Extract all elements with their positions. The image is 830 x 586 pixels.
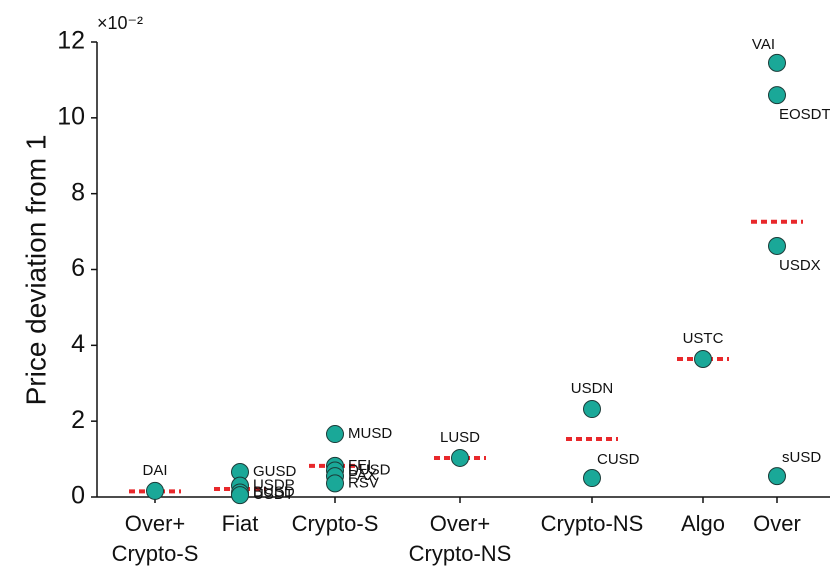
data-point — [326, 425, 344, 444]
y-tick-label: 2 — [71, 406, 85, 434]
data-point — [583, 469, 601, 488]
point-label: USDP — [253, 477, 295, 494]
point-label: RSV — [348, 474, 379, 491]
data-point — [768, 467, 786, 486]
x-tick-label: Over+ Crypto-NS — [409, 511, 512, 566]
data-point — [768, 86, 786, 105]
data-point — [768, 53, 786, 72]
point-label: DUSD — [348, 461, 391, 478]
point-label: VAI — [752, 36, 775, 53]
x-tick-label: Crypto-NS — [541, 511, 644, 536]
point-label: USDX — [779, 257, 821, 274]
x-tick-label: Crypto-S — [292, 511, 379, 536]
point-label: GUSD — [253, 463, 297, 480]
data-point — [146, 481, 164, 500]
y-tick-label: 10 — [57, 102, 85, 130]
point-label: sUSD — [782, 449, 821, 466]
data-point — [231, 486, 249, 505]
point-label: CUSD — [597, 451, 640, 468]
point-label: LUSD — [440, 429, 480, 446]
data-point — [768, 236, 786, 255]
y-tick-label: 8 — [71, 178, 85, 206]
point-label: DAI — [142, 462, 167, 479]
point-label: PAX — [348, 467, 377, 484]
point-label: USTC — [683, 330, 724, 347]
point-label: USDT — [253, 486, 294, 503]
x-tick-label: Over+ Crypto-S — [112, 511, 199, 566]
point-label: FEI — [348, 457, 371, 474]
y-tick-label: 0 — [71, 482, 85, 510]
data-point — [326, 474, 344, 493]
x-tick-label: Algo — [681, 511, 725, 536]
y-multiplier: ×10⁻² — [97, 13, 143, 33]
point-label: MUSD — [348, 425, 392, 442]
point-label: EOSDT — [779, 106, 830, 123]
point-label: USDN — [571, 380, 614, 397]
data-point — [583, 400, 601, 419]
y-tick-label: 6 — [71, 254, 85, 282]
x-tick-label: Fiat — [222, 511, 259, 536]
y-tick-label: 4 — [71, 330, 85, 358]
data-point — [451, 448, 469, 467]
y-tick-label: 12 — [57, 27, 85, 55]
x-tick-label: Over — [753, 511, 801, 536]
point-label: BUSD — [253, 483, 295, 500]
data-point — [694, 349, 712, 368]
y-axis-label: Price deviation from 1 — [20, 135, 51, 406]
